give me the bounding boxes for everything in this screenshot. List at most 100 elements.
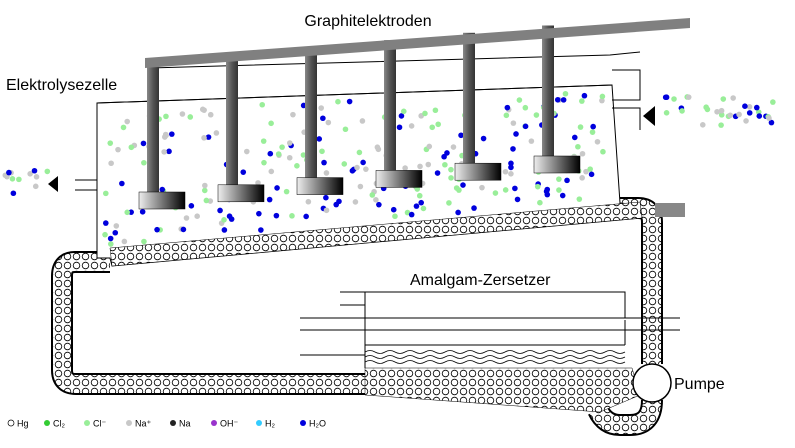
legend-dot bbox=[170, 420, 176, 426]
particle bbox=[289, 213, 295, 219]
particle bbox=[404, 209, 411, 216]
legend-label: Hg bbox=[17, 418, 29, 428]
particle bbox=[240, 169, 247, 175]
legend-label: Cl₂ bbox=[53, 418, 65, 428]
particle bbox=[119, 180, 125, 187]
particle bbox=[102, 220, 109, 226]
particle bbox=[121, 238, 128, 245]
particle bbox=[359, 118, 366, 124]
particle bbox=[261, 159, 267, 166]
wave bbox=[364, 350, 626, 354]
particle bbox=[746, 110, 753, 116]
particle bbox=[714, 108, 720, 115]
particle bbox=[579, 98, 585, 104]
particle bbox=[422, 110, 428, 117]
particle bbox=[756, 113, 763, 119]
legend-label: Na⁺ bbox=[135, 418, 152, 428]
particle bbox=[260, 138, 267, 144]
particle bbox=[456, 187, 462, 193]
particle bbox=[202, 182, 208, 189]
particle bbox=[166, 148, 172, 155]
particle bbox=[434, 170, 441, 176]
decomposer-label: Amalgam-Zersetzer bbox=[410, 272, 551, 289]
particle bbox=[441, 153, 447, 160]
particle bbox=[300, 152, 307, 158]
particle bbox=[587, 166, 593, 172]
particle bbox=[746, 104, 753, 110]
electrodes bbox=[138, 25, 581, 210]
particle bbox=[418, 199, 425, 206]
particle bbox=[417, 163, 423, 170]
particle bbox=[396, 124, 403, 131]
particle bbox=[432, 107, 439, 114]
particle bbox=[460, 182, 466, 188]
particle bbox=[599, 93, 606, 100]
particle bbox=[27, 170, 33, 177]
particle bbox=[354, 164, 360, 171]
particle bbox=[268, 168, 275, 175]
particle bbox=[544, 186, 551, 193]
particle bbox=[316, 136, 323, 142]
cell-lines bbox=[75, 51, 641, 191]
particle bbox=[107, 140, 114, 146]
particle bbox=[318, 105, 325, 111]
particle bbox=[516, 97, 523, 103]
particle bbox=[32, 183, 39, 190]
particle bbox=[429, 124, 436, 131]
legend-label: H₂O bbox=[309, 418, 326, 428]
particle bbox=[213, 130, 220, 136]
particle bbox=[188, 203, 195, 209]
particle bbox=[589, 129, 596, 135]
legend-dot bbox=[44, 420, 50, 426]
legend: Hg Cl₂ Cl⁻ Na⁺ Na OH⁻ H₂ H₂O bbox=[7, 418, 326, 428]
pump bbox=[632, 363, 672, 403]
particle bbox=[335, 98, 341, 105]
particle bbox=[510, 120, 517, 126]
particle bbox=[217, 207, 223, 214]
particle bbox=[6, 169, 12, 176]
particle bbox=[179, 111, 186, 117]
particle bbox=[502, 168, 509, 175]
particle bbox=[510, 146, 516, 152]
particle bbox=[583, 168, 589, 175]
particle bbox=[161, 149, 167, 155]
legend-label: H₂ bbox=[265, 418, 275, 428]
particle bbox=[349, 167, 356, 174]
particle bbox=[448, 175, 454, 181]
particle bbox=[528, 138, 535, 144]
particle bbox=[294, 163, 300, 169]
particle bbox=[703, 104, 709, 111]
particle bbox=[199, 106, 206, 113]
particle bbox=[319, 148, 325, 155]
particle bbox=[44, 168, 51, 175]
particle bbox=[320, 115, 326, 122]
particle bbox=[9, 175, 16, 182]
particle bbox=[508, 164, 514, 171]
legend-dot bbox=[84, 420, 90, 426]
particle bbox=[413, 203, 420, 209]
particle bbox=[522, 123, 529, 130]
electrode-plate bbox=[533, 155, 581, 174]
particle bbox=[163, 113, 169, 120]
particle bbox=[128, 209, 134, 215]
particle bbox=[392, 213, 398, 220]
particle bbox=[416, 192, 423, 199]
particle bbox=[201, 135, 207, 141]
particle bbox=[10, 190, 17, 197]
particle bbox=[471, 205, 477, 211]
particle bbox=[346, 98, 353, 105]
arrow-in bbox=[643, 106, 655, 126]
particle bbox=[575, 143, 581, 150]
particle bbox=[124, 118, 130, 125]
particle bbox=[352, 199, 359, 205]
particle bbox=[571, 134, 578, 141]
particle bbox=[194, 213, 200, 219]
particle bbox=[120, 124, 127, 131]
arrow-out bbox=[48, 176, 58, 192]
particle bbox=[480, 135, 487, 142]
particle bbox=[279, 144, 285, 150]
particle bbox=[420, 205, 427, 212]
particle bbox=[108, 160, 114, 167]
particle bbox=[492, 190, 499, 196]
particle bbox=[273, 212, 280, 219]
